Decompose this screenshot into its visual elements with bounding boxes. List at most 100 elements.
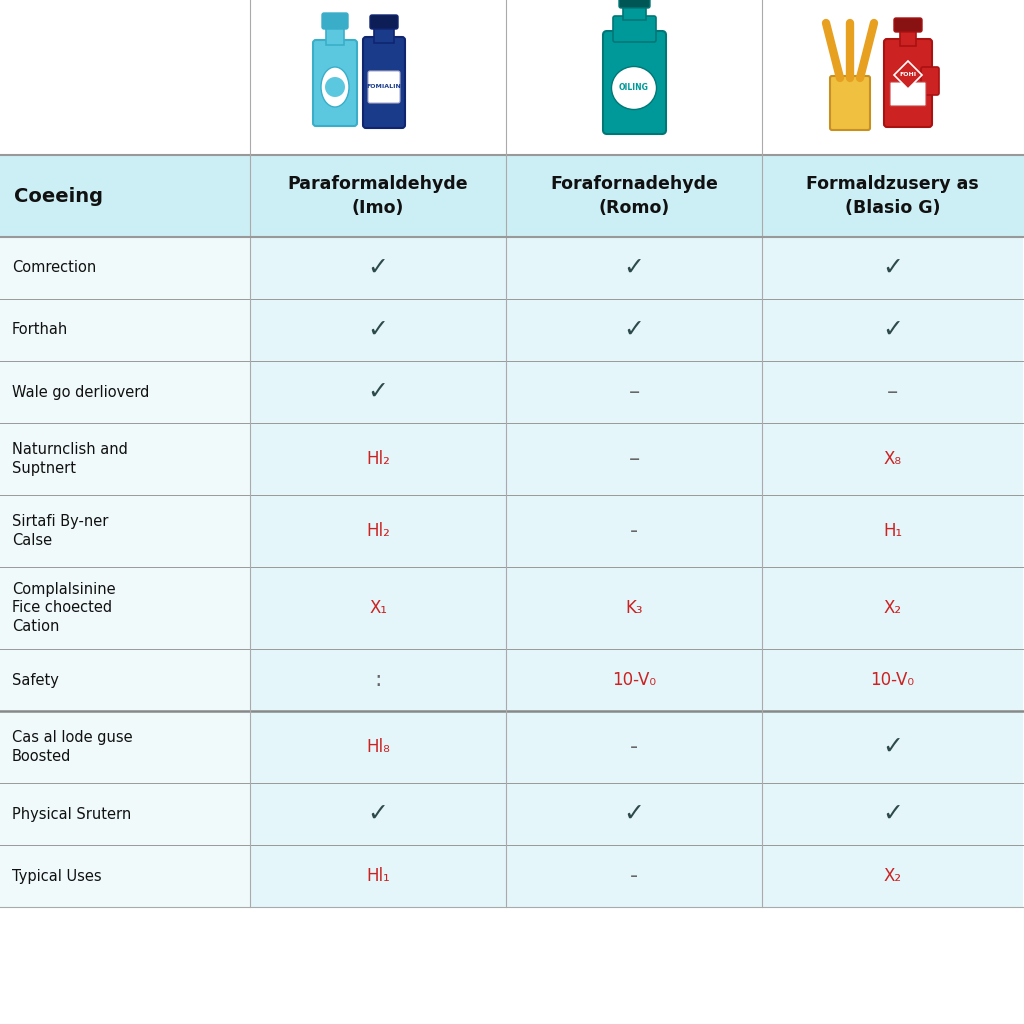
FancyBboxPatch shape [313,40,357,126]
Text: Hl₈: Hl₈ [366,738,390,756]
FancyBboxPatch shape [506,299,762,361]
FancyBboxPatch shape [0,711,250,783]
FancyBboxPatch shape [250,783,506,845]
Text: Hl₁: Hl₁ [367,867,390,885]
FancyBboxPatch shape [250,299,506,361]
FancyBboxPatch shape [506,649,762,711]
Text: OILING: OILING [620,84,649,92]
FancyBboxPatch shape [506,237,762,299]
FancyBboxPatch shape [250,649,506,711]
Text: ✓: ✓ [882,256,903,280]
FancyBboxPatch shape [0,495,250,567]
FancyBboxPatch shape [623,4,646,20]
Text: –: – [629,382,640,402]
Text: ✓: ✓ [368,380,388,404]
FancyBboxPatch shape [762,783,1023,845]
FancyBboxPatch shape [250,361,506,423]
FancyBboxPatch shape [884,39,932,127]
FancyBboxPatch shape [0,649,250,711]
FancyBboxPatch shape [250,237,506,299]
FancyBboxPatch shape [506,783,762,845]
FancyBboxPatch shape [0,567,250,649]
Text: 10-V₀: 10-V₀ [612,671,656,689]
FancyBboxPatch shape [322,13,348,29]
Text: Naturnclish and
Suptnert: Naturnclish and Suptnert [12,442,128,476]
FancyBboxPatch shape [0,845,250,907]
Text: 10-V₀: 10-V₀ [870,671,914,689]
FancyBboxPatch shape [830,76,870,130]
FancyBboxPatch shape [506,567,762,649]
FancyBboxPatch shape [362,37,406,128]
Text: ✓: ✓ [882,802,903,826]
FancyBboxPatch shape [0,299,250,361]
FancyBboxPatch shape [0,361,250,423]
Text: FOMIALIN: FOMIALIN [367,85,401,89]
Text: ✓: ✓ [624,802,644,826]
Text: H₁: H₁ [883,522,902,540]
Text: –: – [629,449,640,469]
FancyBboxPatch shape [762,361,1023,423]
FancyBboxPatch shape [506,711,762,783]
FancyBboxPatch shape [762,567,1023,649]
Text: Typical Uses: Typical Uses [12,868,101,884]
Text: ✓: ✓ [882,318,903,342]
Ellipse shape [611,67,656,110]
Text: Comrection: Comrection [12,260,96,275]
Text: ✓: ✓ [368,256,388,280]
Text: Complalsinine
Fice choected
Cation: Complalsinine Fice choected Cation [12,582,116,634]
FancyBboxPatch shape [0,237,250,299]
Ellipse shape [321,67,349,106]
FancyBboxPatch shape [0,423,250,495]
FancyBboxPatch shape [506,845,762,907]
Text: ✓: ✓ [624,256,644,280]
Text: X₈: X₈ [884,450,901,468]
Text: Hl₂: Hl₂ [366,522,390,540]
FancyBboxPatch shape [762,845,1023,907]
FancyBboxPatch shape [618,0,650,8]
FancyBboxPatch shape [250,567,506,649]
FancyBboxPatch shape [0,155,1024,237]
Text: Sirtafi By-ner
Calse: Sirtafi By-ner Calse [12,514,109,548]
Text: Physical Srutern: Physical Srutern [12,807,131,821]
Text: Hl₂: Hl₂ [366,450,390,468]
Text: X₁: X₁ [369,599,387,617]
FancyBboxPatch shape [0,0,1024,155]
FancyBboxPatch shape [250,711,506,783]
Text: ✓: ✓ [624,318,644,342]
Text: ✓: ✓ [882,735,903,759]
FancyBboxPatch shape [921,67,939,95]
FancyBboxPatch shape [250,423,506,495]
FancyBboxPatch shape [890,82,926,106]
Text: X₂: X₂ [884,867,901,885]
Text: Paraformaldehyde
(Imo): Paraformaldehyde (Imo) [288,175,468,217]
Text: Forthah: Forthah [12,323,69,338]
Text: :: : [374,670,382,690]
Text: Coeeing: Coeeing [14,186,103,206]
Polygon shape [894,61,922,89]
FancyBboxPatch shape [762,237,1023,299]
Text: –: – [887,382,898,402]
FancyBboxPatch shape [368,71,400,103]
Text: -: - [630,737,638,757]
Text: ✓: ✓ [368,318,388,342]
FancyBboxPatch shape [762,299,1023,361]
FancyBboxPatch shape [762,495,1023,567]
Text: Safety: Safety [12,673,58,687]
FancyBboxPatch shape [326,25,344,45]
FancyBboxPatch shape [762,423,1023,495]
FancyBboxPatch shape [613,16,656,42]
FancyBboxPatch shape [370,15,398,29]
Text: X₂: X₂ [884,599,901,617]
FancyBboxPatch shape [0,783,250,845]
Text: Cas al lode guse
Boosted: Cas al lode guse Boosted [12,730,133,764]
FancyBboxPatch shape [250,845,506,907]
Text: Formaldzusery as
(Blasio G): Formaldzusery as (Blasio G) [806,175,979,217]
FancyBboxPatch shape [506,423,762,495]
FancyBboxPatch shape [762,649,1023,711]
Text: Forafornadehyde
(Romo): Forafornadehyde (Romo) [550,175,718,217]
FancyBboxPatch shape [374,25,394,43]
FancyBboxPatch shape [762,711,1023,783]
FancyBboxPatch shape [894,18,922,32]
Text: -: - [630,866,638,886]
Text: Wale go derlioverd: Wale go derlioverd [12,384,150,399]
